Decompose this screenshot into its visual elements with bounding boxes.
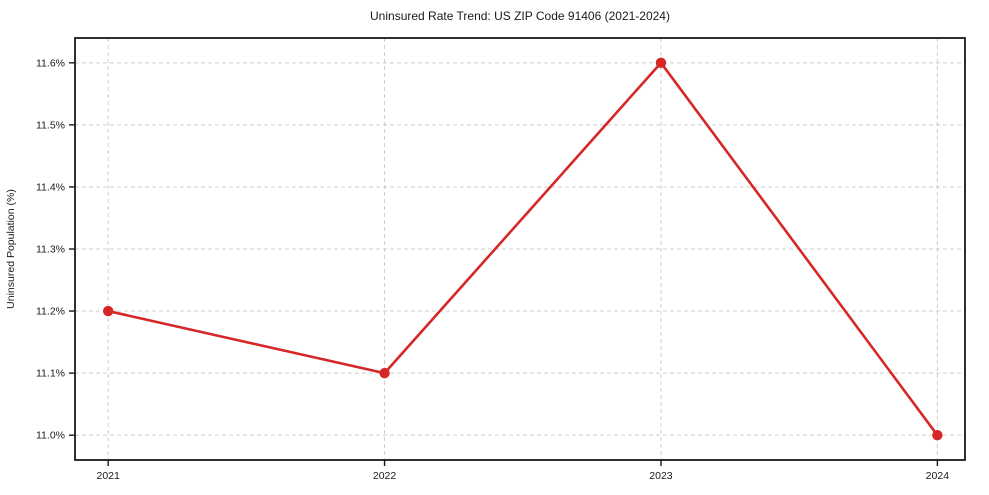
y-tick-label: 11.3% bbox=[36, 244, 65, 256]
gridlines bbox=[75, 38, 965, 460]
y-tick-label: 11.6% bbox=[36, 57, 65, 69]
axes: 11.0% 11.1% 11.2% 11.3% 11.4% 11.5% 11.6% 2021 2… bbox=[36, 37, 966, 482]
x-tick-label: 2023 bbox=[649, 470, 673, 482]
data-point bbox=[379, 367, 390, 379]
y-tick-label: 11.0% bbox=[36, 430, 65, 442]
y-axis-label: Uninsured Population (%) bbox=[5, 189, 17, 309]
y-tick-label: 11.4% bbox=[36, 181, 65, 193]
y-tick-label: 11.2% bbox=[36, 306, 65, 318]
chart-title: Uninsured Rate Trend: US ZIP Code 91406 … bbox=[370, 9, 670, 23]
x-tick-label: 2022 bbox=[373, 470, 397, 482]
data-point bbox=[102, 305, 114, 317]
x-tick-label: 2021 bbox=[96, 470, 120, 482]
data-series bbox=[102, 57, 943, 441]
y-tick-label: 11.1% bbox=[36, 368, 65, 380]
y-tick-label: 11.5% bbox=[36, 119, 65, 131]
data-point bbox=[932, 429, 943, 441]
trend-line bbox=[106, 61, 939, 437]
x-tick-label: 2024 bbox=[926, 470, 950, 482]
data-point bbox=[655, 57, 667, 69]
